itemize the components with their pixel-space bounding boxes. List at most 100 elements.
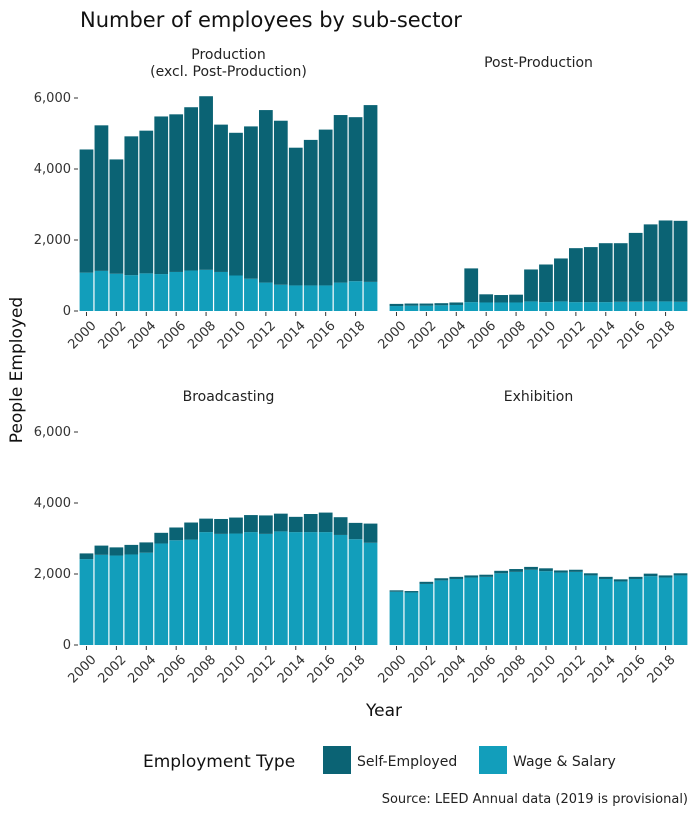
bar-wage-salary-2015 <box>303 532 318 645</box>
facets-group: Production(excl. Post-Production) 0 2,000 4… <box>34 47 688 686</box>
bar-self-employed-2009 <box>214 124 228 272</box>
x-tick-label: 2000 <box>66 652 100 686</box>
bar-wage-salary-2004 <box>139 273 154 311</box>
bar-wage-salary-2013 <box>273 284 288 311</box>
facet-production-excl-post-production: Production(excl. Post-Production) 0 2,000 4… <box>34 47 378 352</box>
bar-wage-salary-2012 <box>259 282 273 311</box>
x-tick-label: 2016 <box>615 652 649 686</box>
bar-self-employed-2002 <box>109 159 124 274</box>
x-tick-label: 2008 <box>495 652 529 686</box>
bar-wage-salary-2015 <box>303 285 318 311</box>
x-tick-label: 2010 <box>525 318 559 352</box>
bar-self-employed-2007 <box>494 570 508 574</box>
bar-wage-salary-2000 <box>389 306 404 311</box>
x-tick-label: 2010 <box>525 652 559 686</box>
bar-self-employed-2011 <box>244 126 258 279</box>
bar-self-employed-2013 <box>583 247 598 303</box>
bar-wage-salary-2008 <box>509 302 523 311</box>
y-tick-label: 2,000 <box>34 233 71 248</box>
bar-wage-salary-2009 <box>524 301 538 311</box>
x-tick-label: 2012 <box>245 318 279 352</box>
bar-wage-salary-2018 <box>658 577 673 645</box>
bar-self-employed-2012 <box>259 110 273 283</box>
bar-self-employed-2009 <box>524 566 538 570</box>
bar-wage-salary-2017 <box>643 576 658 645</box>
bar-self-employed-2003 <box>434 303 449 306</box>
bar-wage-salary-2006 <box>479 576 494 645</box>
x-tick-label: 2012 <box>555 652 589 686</box>
bar-self-employed-2008 <box>509 294 523 303</box>
bar-self-employed-2002 <box>419 581 434 584</box>
bar-self-employed-2013 <box>583 573 598 576</box>
bar-wage-salary-2010 <box>539 302 553 311</box>
bar-wage-salary-2003 <box>124 554 139 645</box>
bar-wage-salary-2019 <box>673 301 688 311</box>
bar-wage-salary-2012 <box>569 571 583 645</box>
legend: Employment Type Self-Employed Wage & Sal… <box>143 746 616 774</box>
x-tick-label: 2002 <box>95 318 129 352</box>
bar-self-employed-2003 <box>124 136 139 276</box>
bar-wage-salary-2011 <box>244 532 258 645</box>
bar-self-employed-2015 <box>303 514 318 533</box>
bar-wage-salary-2012 <box>259 533 273 645</box>
y-axis-label: People Employed <box>7 297 27 443</box>
y-tick-label: 0 <box>63 304 71 319</box>
x-tick-label: 2014 <box>275 652 309 686</box>
caption-source: Source: LEED Annual data (2019 is provis… <box>382 792 688 807</box>
x-axis-label: Year <box>365 701 402 721</box>
bar-self-employed-2014 <box>288 147 303 286</box>
bar-self-employed-2019 <box>363 523 378 543</box>
bar-wage-salary-2001 <box>94 270 109 311</box>
bar-wage-salary-2014 <box>288 532 303 645</box>
bar-self-employed-2000 <box>79 553 94 560</box>
bar-wage-salary-2008 <box>199 532 213 645</box>
bar-self-employed-2013 <box>273 513 288 532</box>
bar-wage-salary-2006 <box>169 540 184 645</box>
x-tick-label: 2002 <box>405 652 439 686</box>
bar-self-employed-2015 <box>613 243 628 302</box>
bar-self-employed-2008 <box>199 518 213 533</box>
facet-post-production: Post-Production2000200220042006200820102… <box>376 55 688 352</box>
bar-wage-salary-2010 <box>229 275 243 311</box>
bar-wage-salary-2019 <box>363 542 378 645</box>
y-tick-label: 4,000 <box>34 162 71 177</box>
bar-self-employed-2012 <box>259 515 273 534</box>
bar-wage-salary-2014 <box>598 578 613 645</box>
bar-wage-salary-2010 <box>539 571 553 645</box>
x-tick-label: 2014 <box>585 652 619 686</box>
legend-swatch-self-employed <box>323 746 351 774</box>
y-tick-label: 2,000 <box>34 567 71 582</box>
bar-wage-salary-2019 <box>673 575 688 645</box>
x-tick-label: 2004 <box>435 652 469 686</box>
bar-self-employed-2006 <box>479 574 494 577</box>
bar-wage-salary-2003 <box>434 305 449 311</box>
x-tick-label: 2016 <box>305 318 339 352</box>
bar-wage-salary-2004 <box>449 578 464 645</box>
bar-self-employed-2017 <box>643 573 658 577</box>
bar-wage-salary-2000 <box>389 591 404 645</box>
bar-self-employed-2005 <box>464 268 479 303</box>
bar-self-employed-2006 <box>169 527 184 541</box>
bar-wage-salary-2017 <box>333 534 348 645</box>
bar-wage-salary-2007 <box>494 302 508 311</box>
bar-self-employed-2005 <box>464 575 479 578</box>
x-tick-label: 2012 <box>245 652 279 686</box>
x-tick-label: 2006 <box>465 652 499 686</box>
bar-self-employed-2002 <box>419 303 434 306</box>
facet-exhibition: Exhibition200020022004200620082010201220… <box>376 389 688 686</box>
bar-wage-salary-2003 <box>124 275 139 311</box>
bar-self-employed-2013 <box>273 120 288 285</box>
bar-wage-salary-2008 <box>509 571 523 645</box>
bar-wage-salary-2007 <box>184 270 198 311</box>
x-tick-label: 2008 <box>495 318 529 352</box>
bar-wage-salary-2002 <box>109 273 124 311</box>
bar-self-employed-2018 <box>348 117 363 282</box>
bar-wage-salary-2014 <box>288 285 303 311</box>
bar-self-employed-2003 <box>434 578 449 581</box>
bar-wage-salary-2001 <box>404 592 419 645</box>
bar-self-employed-2017 <box>333 517 348 535</box>
bar-self-employed-2018 <box>658 575 673 578</box>
facet-broadcasting: Broadcasting 0 2,000 4,000 6,000 200020022004… <box>34 389 378 686</box>
y-tick-label: 4,000 <box>34 496 71 511</box>
bar-wage-salary-2018 <box>348 281 363 311</box>
